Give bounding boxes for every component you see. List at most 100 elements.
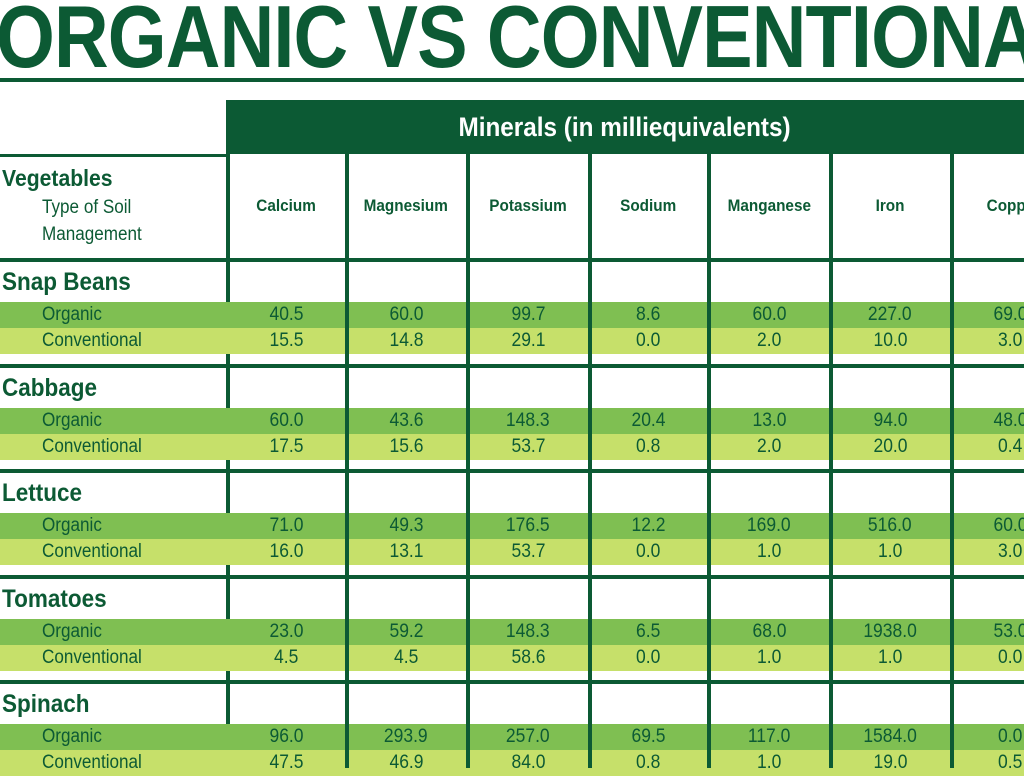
organic-row-band <box>0 619 1024 645</box>
table-cell: 49.3 <box>388 515 424 536</box>
table-cell: 20.0 <box>872 436 908 457</box>
table-cell: 293.9 <box>384 726 428 747</box>
table-cell: 46.9 <box>388 752 424 773</box>
column-header-coppe: Coppe <box>986 196 1024 215</box>
column-divider <box>950 154 954 768</box>
minerals-header: Minerals (in milliequivalents) <box>226 100 1024 154</box>
table-cell: 4.5 <box>393 647 419 668</box>
vegetable-name: Snap Beans <box>2 268 131 296</box>
table-cell: 13.0 <box>751 410 787 431</box>
vegetable-name: Spinach <box>2 690 90 718</box>
table-cell: 71.0 <box>268 515 304 536</box>
table-cell: 148.3 <box>506 621 550 642</box>
table-cell: 68.0 <box>751 621 787 642</box>
table-cell: 169.0 <box>747 515 791 536</box>
table-cell: 13.1 <box>388 541 424 562</box>
table-cell: 227.0 <box>868 304 912 325</box>
table-cell: 17.5 <box>268 436 304 457</box>
column-divider <box>588 154 592 768</box>
table-cell: 0.0 <box>635 330 661 351</box>
table-cell: 0.0 <box>635 647 661 668</box>
table-cell: 53.7 <box>510 436 546 457</box>
table-cell: 1.0 <box>877 647 903 668</box>
organic-label: Organic <box>42 304 102 325</box>
table-cell: 20.4 <box>630 410 666 431</box>
table-cell: 15.6 <box>388 436 424 457</box>
table-cell: 16.0 <box>268 541 304 562</box>
vegetables-header: Vegetables <box>2 165 113 191</box>
table-cell: 43.6 <box>388 410 424 431</box>
column-divider <box>707 154 711 768</box>
table-cell: 117.0 <box>747 726 791 747</box>
table-cell: 0.4 <box>997 436 1023 457</box>
table-cell: 53.7 <box>510 541 546 562</box>
vegetable-name: Cabbage <box>2 374 98 402</box>
conventional-row-band <box>0 539 1024 565</box>
table-cell: 14.8 <box>388 330 424 351</box>
table-cell: 60.0 <box>992 515 1024 536</box>
column-header-magnesium: Magnesium <box>363 196 449 215</box>
table-cell: 58.6 <box>510 647 546 668</box>
column-header-potassium: Potassium <box>489 196 567 215</box>
organic-row-band <box>0 513 1024 539</box>
table-cell: 0.0 <box>997 726 1023 747</box>
table-cell: 59.2 <box>388 621 424 642</box>
table-cell: 2.0 <box>756 436 782 457</box>
table-cell: 84.0 <box>510 752 546 773</box>
table-cell: 47.5 <box>268 752 304 773</box>
section-divider <box>0 469 1024 473</box>
section-divider <box>0 364 1024 368</box>
table-cell: 8.6 <box>635 304 661 325</box>
table-cell: 60.0 <box>751 304 787 325</box>
organic-row-band <box>0 408 1024 434</box>
organic-row-band <box>0 302 1024 328</box>
organic-row-band <box>0 724 1024 750</box>
organic-label: Organic <box>42 410 102 431</box>
row-header-rule <box>0 154 226 157</box>
soil-management-header-line2: Management <box>42 224 142 245</box>
table-cell: 4.5 <box>273 647 299 668</box>
conventional-row-band <box>0 645 1024 671</box>
table-cell: 0.5 <box>997 752 1023 773</box>
table-cell: 0.0 <box>997 647 1023 668</box>
column-header-iron: Iron <box>875 196 905 215</box>
table-cell: 69.0 <box>992 304 1024 325</box>
table-cell: 96.0 <box>268 726 304 747</box>
table-cell: 1584.0 <box>863 726 917 747</box>
column-divider <box>466 154 470 768</box>
table-cell: 15.5 <box>268 330 304 351</box>
table-cell: 60.0 <box>388 304 424 325</box>
section-divider <box>0 258 1024 262</box>
table-cell: 0.0 <box>635 541 661 562</box>
table-cell: 40.5 <box>268 304 304 325</box>
page-title: ORGANIC VS CONVENTIONA <box>0 0 1024 86</box>
vegetable-name: Tomatoes <box>2 585 107 613</box>
conventional-row-band <box>0 328 1024 354</box>
table-cell: 0.8 <box>635 752 661 773</box>
table-cell: 176.5 <box>506 515 550 536</box>
table-cell: 53.0 <box>992 621 1024 642</box>
table-cell: 29.1 <box>510 330 546 351</box>
table-cell: 1.0 <box>756 647 782 668</box>
column-header-sodium: Sodium <box>619 196 677 215</box>
table-cell: 12.2 <box>630 515 666 536</box>
table-cell: 0.8 <box>635 436 661 457</box>
conventional-label: Conventional <box>42 436 142 457</box>
table-cell: 94.0 <box>872 410 908 431</box>
table-cell: 3.0 <box>997 330 1023 351</box>
conventional-label: Conventional <box>42 330 142 351</box>
table-cell: 516.0 <box>868 515 912 536</box>
conventional-label: Conventional <box>42 752 142 773</box>
table-cell: 48.0 <box>992 410 1024 431</box>
column-header-manganese: Manganese <box>727 196 811 215</box>
organic-label: Organic <box>42 515 102 536</box>
table-cell: 1.0 <box>756 541 782 562</box>
table-cell: 2.0 <box>756 330 782 351</box>
table-cell: 23.0 <box>268 621 304 642</box>
soil-management-header-line1: Type of Soil <box>42 197 132 218</box>
table-cell: 10.0 <box>872 330 908 351</box>
table-cell: 1.0 <box>877 541 903 562</box>
table-cell: 257.0 <box>506 726 550 747</box>
table-cell: 69.5 <box>630 726 666 747</box>
table-cell: 19.0 <box>872 752 908 773</box>
